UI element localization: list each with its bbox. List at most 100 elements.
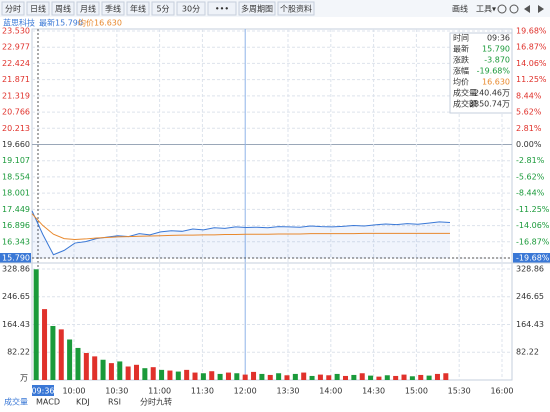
cursor-box — [0, 253, 31, 263]
volume-bar — [117, 361, 123, 380]
tab[interactable] — [1, 1, 25, 16]
x-tick-label: 16:00 — [490, 387, 513, 396]
volume-bar — [175, 371, 181, 380]
vol-tick-label: 246.65 — [2, 292, 30, 301]
y-tick-label: 23.530 — [2, 27, 30, 36]
y-tick-label: 20.766 — [2, 108, 30, 117]
info-key: 最新 — [453, 44, 469, 54]
tab[interactable] — [101, 1, 125, 16]
y-tick-label: 17.449 — [2, 205, 30, 214]
tab[interactable] — [207, 1, 237, 16]
tab[interactable] — [238, 1, 276, 16]
volume-bar — [184, 369, 190, 380]
y2-tick-label: 8.44% — [516, 91, 542, 100]
y2-tick-label: -19.68% — [516, 254, 550, 263]
volume-bar — [359, 373, 365, 380]
y2-tick-label: -14.06% — [516, 221, 550, 230]
y2-tick-label: 2.81% — [516, 124, 542, 133]
volume-bar — [192, 372, 198, 380]
bottom-tab[interactable]: MACD — [36, 398, 60, 407]
volume-bar — [209, 371, 215, 380]
icon-prev[interactable] — [524, 5, 530, 13]
volume-bar — [242, 374, 248, 380]
x-tick-label: 15:30 — [448, 387, 471, 396]
tab-label: 年线 — [130, 4, 146, 14]
volume-bar — [401, 374, 407, 380]
tab[interactable] — [26, 1, 50, 16]
y-tick-label: 22.424 — [2, 59, 30, 68]
vol-tick-label: 328.86 — [2, 265, 30, 274]
volume-bar — [393, 375, 399, 380]
plot-border — [31, 28, 513, 381]
volume-bar — [292, 373, 298, 380]
info-value: 09:36 — [487, 34, 510, 43]
tab-label: 日线 — [30, 4, 46, 14]
volume-bar — [133, 364, 140, 380]
volume-bar — [284, 375, 290, 380]
volume-bar — [225, 372, 231, 380]
bottom-tab[interactable]: KDJ — [76, 398, 90, 407]
volume-bar — [150, 367, 156, 380]
volume-bar — [125, 366, 131, 380]
tab[interactable] — [126, 1, 150, 16]
volume-bar — [384, 375, 390, 380]
y-tick-label: 20.213 — [2, 124, 30, 133]
info-key: 涨跌 — [453, 55, 469, 65]
volume-bar — [443, 373, 449, 380]
latest: 最新15.790 — [39, 18, 83, 28]
y-tick-label: 19.660 — [2, 140, 30, 149]
icon-settings[interactable] — [497, 4, 507, 14]
y2-tick-label: 14.06% — [516, 59, 547, 68]
volume-bar — [67, 339, 73, 380]
volume-bar — [259, 373, 265, 380]
volume-bar — [409, 376, 415, 380]
volume-bar — [234, 373, 240, 380]
vol-tick-label: 164.43 — [2, 320, 30, 329]
tab[interactable] — [176, 1, 206, 16]
y-tick-label: 16.896 — [2, 221, 30, 230]
bottom-tab[interactable]: 成交量 — [4, 397, 28, 407]
tab-label: ••• — [215, 5, 229, 14]
volume-bar — [251, 371, 257, 380]
quote-bar — [0, 17, 550, 29]
volume-bar — [100, 359, 106, 380]
vol-tick-label-right: 164.43 — [516, 320, 544, 329]
volume-bar — [50, 325, 56, 380]
info-value: 3850.74万 — [469, 100, 510, 109]
vol-tick-label-right: 246.65 — [516, 292, 544, 301]
info-box — [449, 32, 513, 114]
volume-bar — [351, 374, 357, 380]
tab[interactable] — [151, 1, 175, 16]
y2-tick-label: 5.62% — [516, 108, 542, 117]
volume-bar — [159, 369, 165, 380]
info-key: 成交量 — [453, 88, 477, 98]
y-tick-label: 22.977 — [2, 43, 30, 52]
tab[interactable] — [277, 1, 315, 16]
volume-bar — [317, 374, 323, 380]
volume-bar — [301, 372, 307, 380]
tab-label: 5分 — [156, 5, 169, 14]
volume-bar — [418, 374, 424, 380]
avg-line — [31, 213, 450, 241]
bottom-tab[interactable]: 分时九转 — [140, 397, 172, 407]
icon-close[interactable] — [509, 4, 519, 14]
y2-tick-label: -16.87% — [516, 237, 550, 246]
bottom-tab[interactable]: RSI — [108, 398, 121, 407]
volume-bar — [200, 373, 206, 380]
x-tick-label: 11:30 — [191, 387, 214, 396]
tab[interactable] — [51, 1, 75, 16]
cursor-time: 09:36 — [31, 387, 54, 396]
tool-button[interactable]: 画线 — [452, 4, 468, 14]
volume-bar — [267, 374, 273, 380]
volume-bar — [167, 370, 173, 380]
volume-bar — [434, 373, 440, 380]
volume-bar — [58, 329, 64, 380]
tool-button[interactable]: 工具▾ — [476, 5, 496, 14]
y2-tick-label: 11.25% — [516, 75, 547, 84]
volume-bar — [142, 368, 148, 380]
info-key: 均价 — [453, 77, 469, 87]
tab[interactable] — [76, 1, 100, 16]
volume-bar — [92, 356, 98, 380]
icon-next[interactable] — [538, 5, 544, 13]
